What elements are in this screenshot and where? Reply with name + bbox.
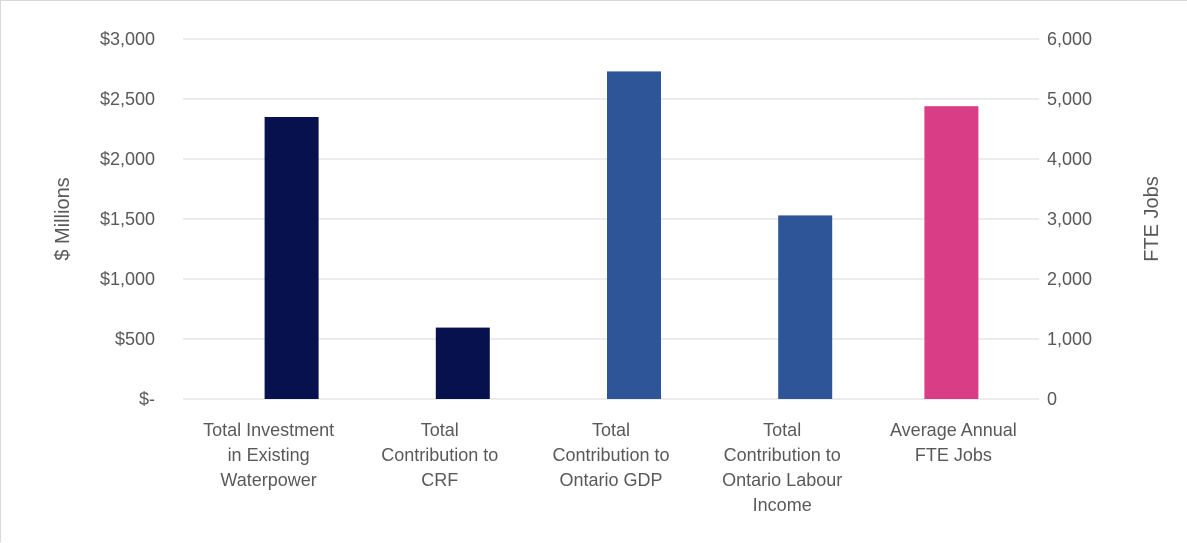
category-label-line: Ontario Labour bbox=[722, 470, 842, 490]
left-axis-tick-label: $2,000 bbox=[100, 149, 155, 169]
left-axis-tick-label: $500 bbox=[115, 329, 155, 349]
category-label-line: Average Annual bbox=[890, 420, 1017, 440]
category-label-line: Income bbox=[753, 495, 812, 515]
right-axis-ticks: 0 1,000 2,000 3,000 4,000 5,000 6,000 bbox=[1047, 29, 1092, 409]
left-axis-tick-label: $2,500 bbox=[100, 89, 155, 109]
bar-5 bbox=[924, 106, 979, 399]
left-axis-tick-label: $1,500 bbox=[100, 209, 155, 229]
right-axis-tick-label: 3,000 bbox=[1047, 209, 1092, 229]
right-axis-tick-label: 1,000 bbox=[1047, 329, 1092, 349]
category-label-line: Total bbox=[421, 420, 459, 440]
category-label-line: CRF bbox=[421, 470, 458, 490]
category-label-line: Total bbox=[592, 420, 630, 440]
category-label-line: in Existing bbox=[228, 445, 310, 465]
category-label: Average Annual FTE Jobs bbox=[890, 420, 1017, 465]
left-axis-ticks: $- $500 $1,000 $1,500 $2,000 $2,500 $3,000 bbox=[100, 29, 155, 409]
category-label: Total Contribution to Ontario Labour Income bbox=[722, 420, 842, 515]
left-axis-tick-label: $1,000 bbox=[100, 269, 155, 289]
category-label: Total Investment in Existing Waterpower bbox=[203, 420, 334, 490]
category-label-line: Total bbox=[763, 420, 801, 440]
bar-1 bbox=[264, 117, 319, 399]
category-label-line: Contribution to bbox=[724, 445, 841, 465]
category-label-line: Contribution to bbox=[381, 445, 498, 465]
category-label-line: FTE Jobs bbox=[915, 445, 992, 465]
bars bbox=[264, 71, 979, 400]
category-label-line: Contribution to bbox=[552, 445, 669, 465]
left-axis-tick-label: $3,000 bbox=[100, 29, 155, 49]
bar-4 bbox=[778, 215, 833, 399]
category-label-line: Waterpower bbox=[220, 470, 316, 490]
left-axis-tick-label: $- bbox=[139, 389, 155, 409]
left-axis-title: $ Millions bbox=[52, 177, 74, 260]
bar-3 bbox=[607, 71, 661, 400]
right-axis-tick-label: 4,000 bbox=[1047, 149, 1092, 169]
category-label: Total Contribution to Ontario GDP bbox=[552, 420, 669, 490]
category-labels: Total Investment in Existing WaterpowerTot… bbox=[203, 420, 1017, 515]
right-axis-tick-label: 5,000 bbox=[1047, 89, 1092, 109]
bar-2 bbox=[435, 327, 490, 399]
right-axis-tick-label: 2,000 bbox=[1047, 269, 1092, 289]
right-axis-tick-label: 6,000 bbox=[1047, 29, 1092, 49]
category-label-line: Total Investment bbox=[203, 420, 334, 440]
right-axis-title: FTE Jobs bbox=[1141, 176, 1163, 262]
category-label-line: Ontario GDP bbox=[559, 470, 662, 490]
right-axis-tick-label: 0 bbox=[1047, 389, 1057, 409]
category-label: Total Contribution to CRF bbox=[381, 420, 498, 490]
